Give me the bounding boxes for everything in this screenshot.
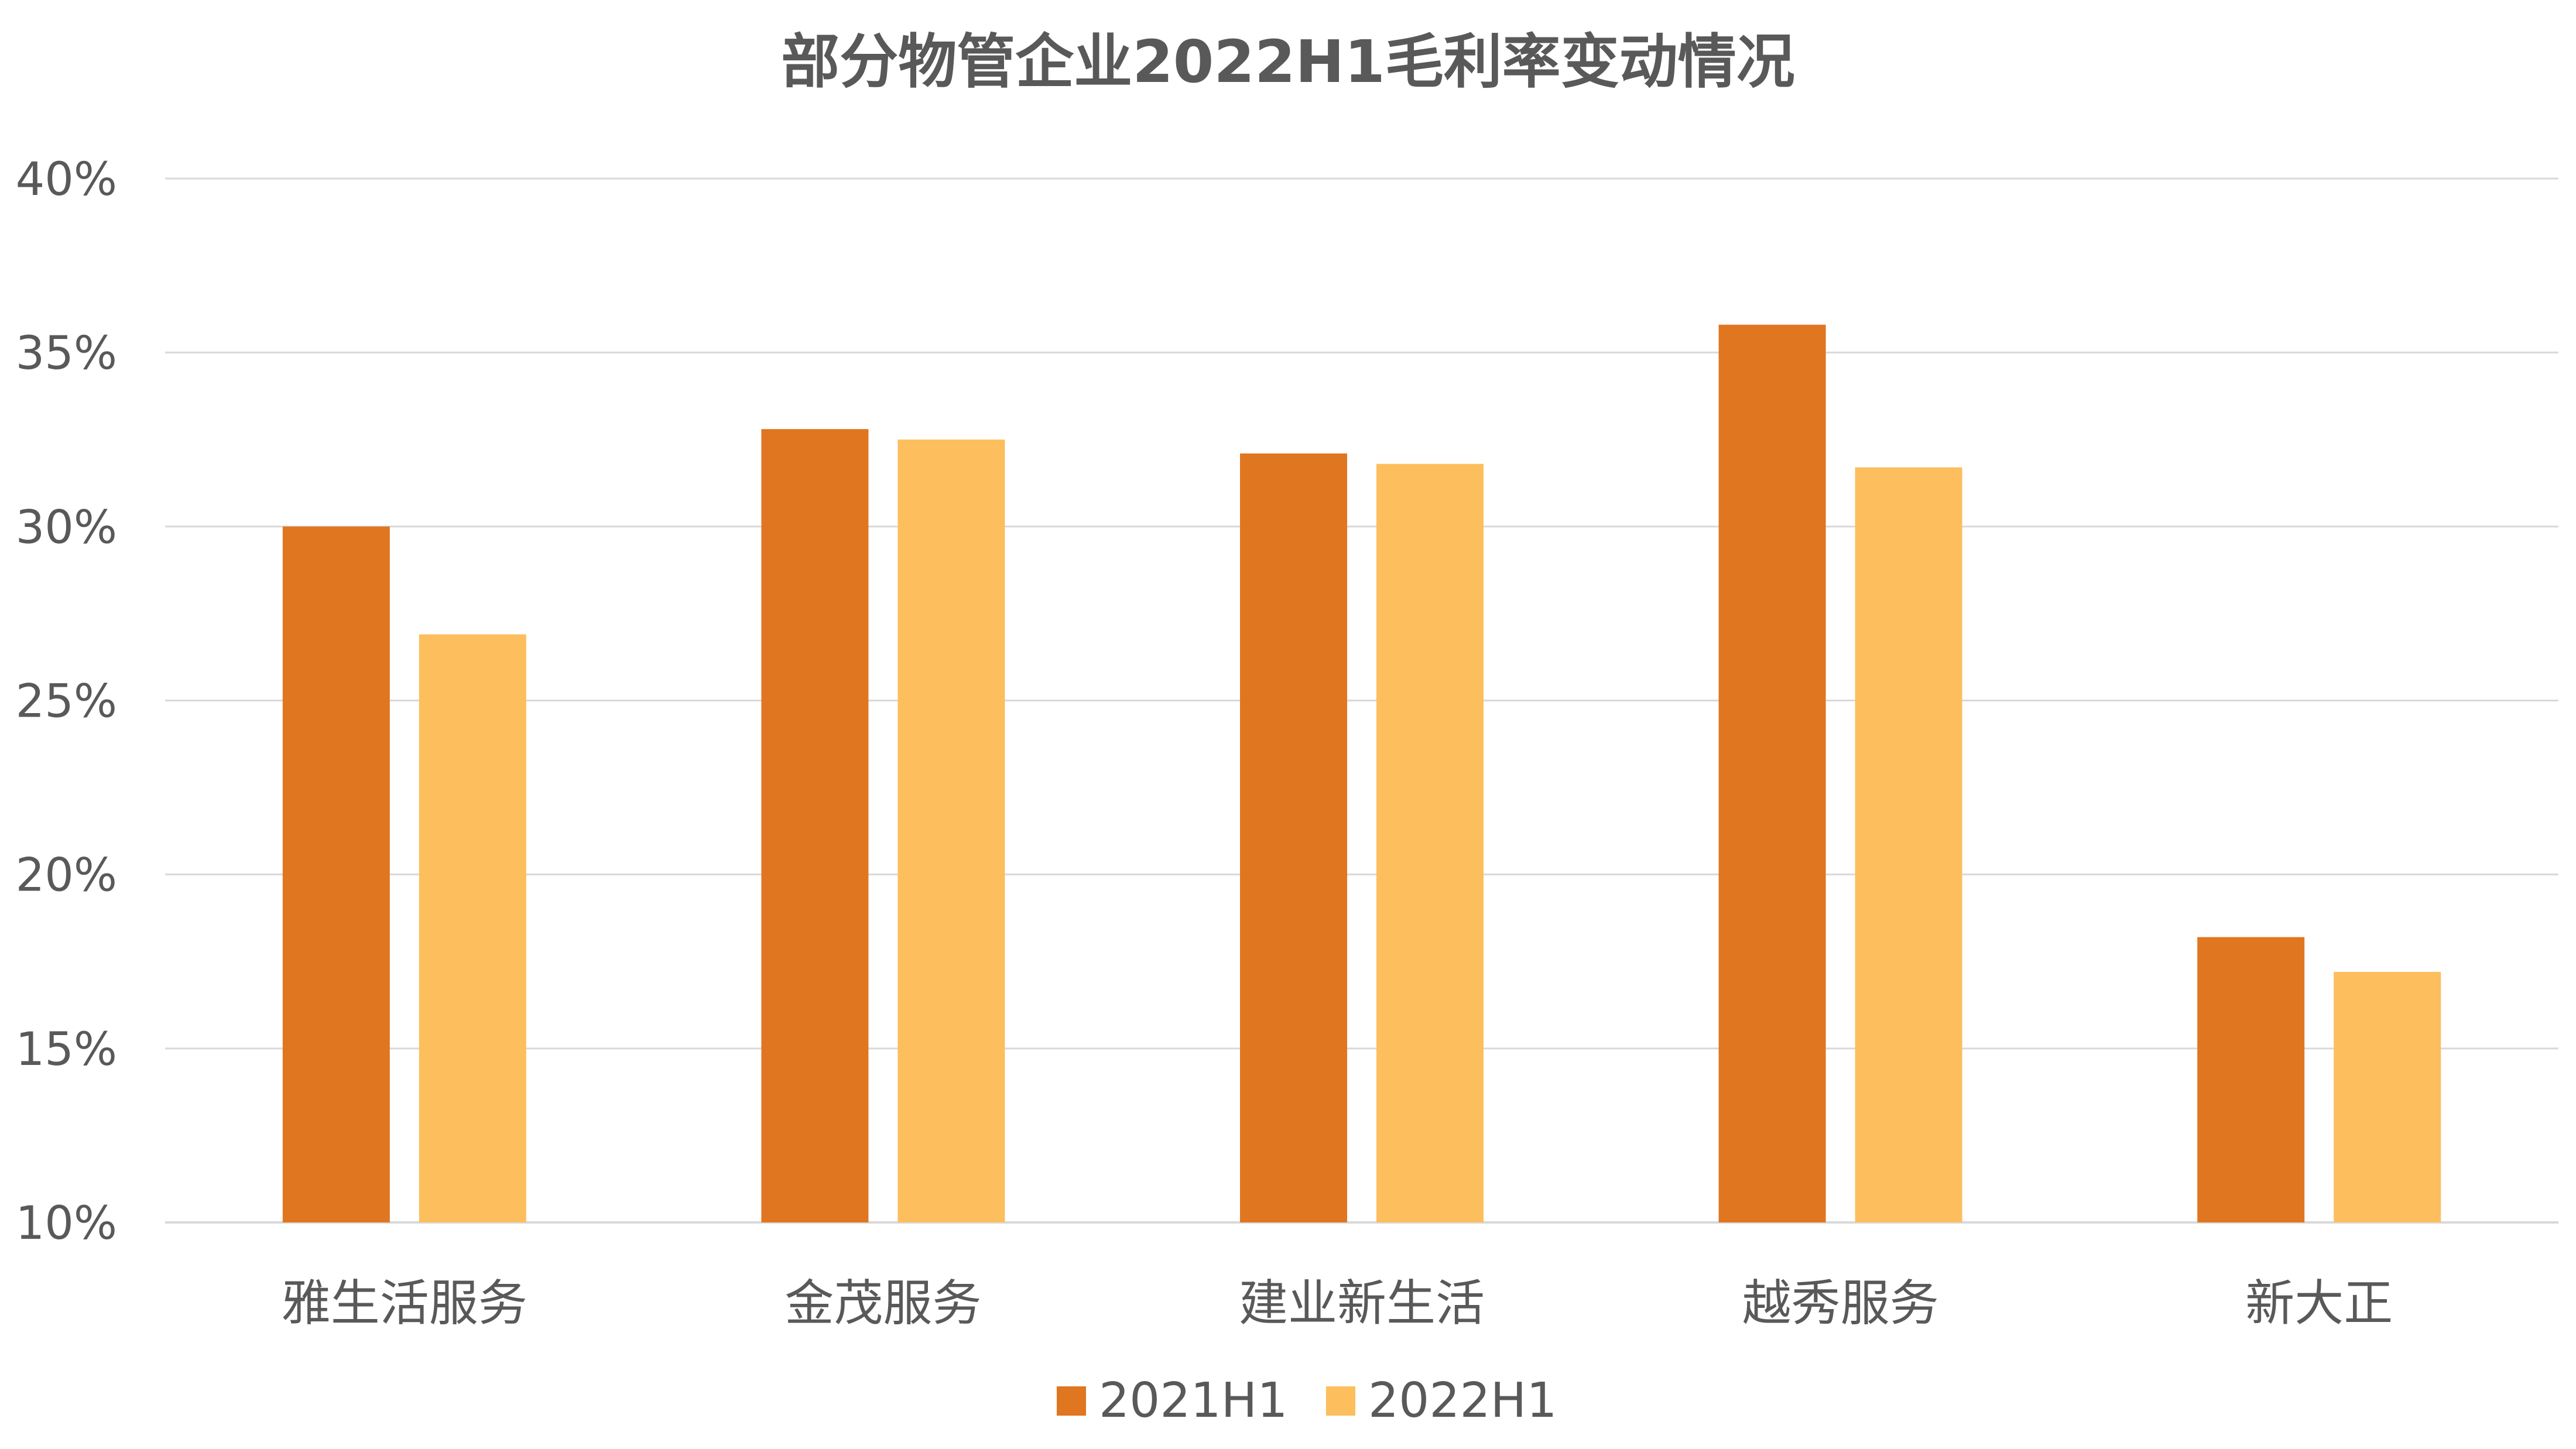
bar-2022H1-越秀服务: [1855, 467, 1962, 1223]
legend: 2021H1 2022H1: [1057, 1373, 1557, 1429]
bar-2022H1-金茂服务: [898, 439, 1005, 1222]
x-axis-category-labels: 雅生活服务 金茂服务 建业新生活 越秀服务 新大正: [282, 1275, 2393, 1332]
x-category-label: 新大正: [2245, 1275, 2393, 1332]
x-category-label: 越秀服务: [1742, 1275, 1939, 1332]
y-tick-label: 35%: [16, 327, 117, 380]
x-category-label: 雅生活服务: [282, 1275, 527, 1332]
legend-label: 2021H1: [1099, 1373, 1288, 1429]
bar-2021H1-新大正: [2197, 937, 2305, 1222]
bar-2021H1-金茂服务: [761, 429, 869, 1223]
y-tick-label: 40%: [16, 153, 117, 206]
bar-2022H1-建业新生活: [1376, 464, 1484, 1223]
legend-label: 2022H1: [1368, 1373, 1557, 1429]
bar-2021H1-建业新生活: [1240, 453, 1347, 1222]
chart-title: 部分物管企业2022H1毛利率变动情况: [781, 28, 1795, 96]
y-axis-tick-labels: 10% 15% 20% 25% 30% 35% 40%: [16, 153, 117, 1250]
x-category-label: 建业新生活: [1239, 1275, 1485, 1332]
y-tick-label: 30%: [16, 501, 117, 554]
y-tick-label: 10%: [16, 1197, 117, 1250]
legend-swatch-2022H1: [1326, 1386, 1355, 1416]
x-category-label: 金茂服务: [785, 1275, 981, 1332]
gridlines: [165, 177, 2558, 1224]
y-tick-label: 15%: [16, 1023, 117, 1076]
y-tick-label: 25%: [16, 676, 117, 728]
bar-2021H1-越秀服务: [1718, 324, 1826, 1222]
bars: [282, 324, 2441, 1223]
bar-2022H1-雅生活服务: [419, 634, 526, 1222]
legend-swatch-2021H1: [1057, 1386, 1086, 1416]
bar-2022H1-新大正: [2334, 972, 2441, 1222]
bar-2021H1-雅生活服务: [282, 526, 390, 1223]
y-tick-label: 20%: [16, 849, 117, 902]
